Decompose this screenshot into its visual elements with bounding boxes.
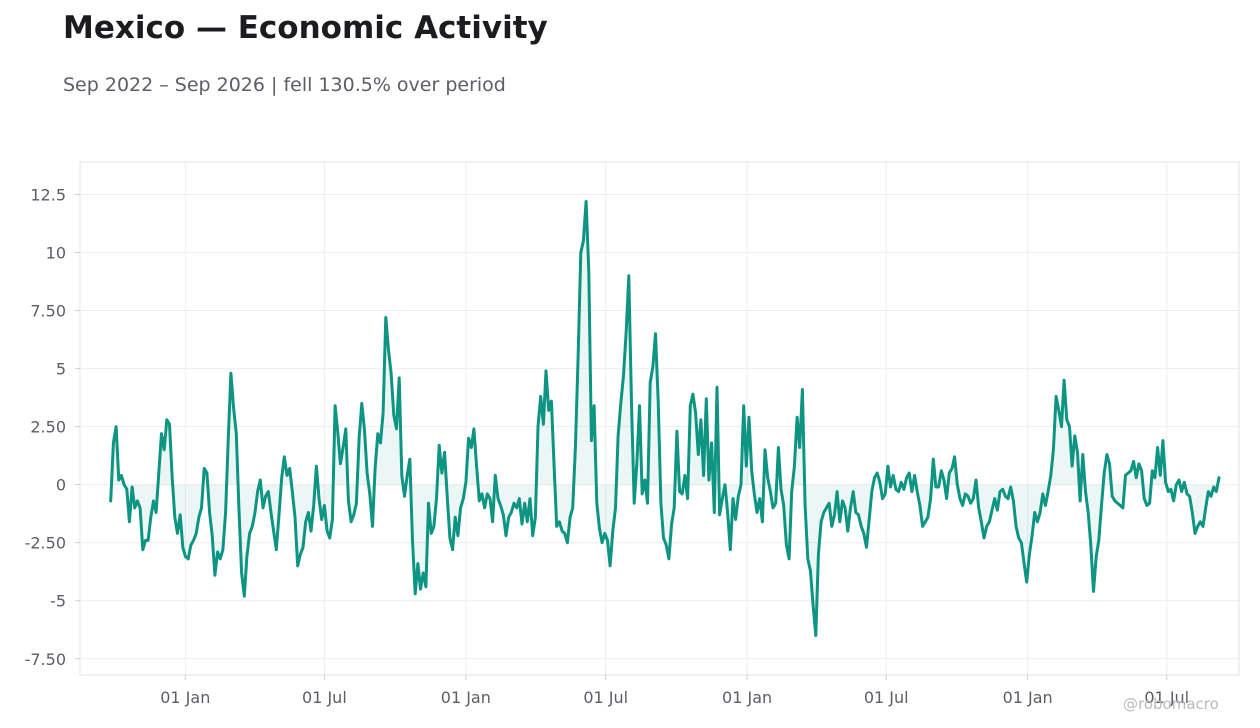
x-tick-label: 01 Jan: [441, 688, 491, 707]
x-tick-label: 01 Jan: [722, 688, 772, 707]
x-tick-label: 01 Jul: [583, 688, 628, 707]
y-tick-label: 7.50: [30, 302, 66, 321]
chart-subtitle: Sep 2022 – Sep 2026 | fell 130.5% over p…: [63, 74, 506, 96]
x-tick-label: 01 Jul: [864, 688, 909, 707]
y-axis-ticks: 12.5 10 7.50 5 2.50 0 -2.50 -5 -7.50: [25, 185, 80, 669]
watermark: @robomacro: [1123, 695, 1219, 713]
y-tick-label: 0: [56, 476, 66, 495]
y-tick-label: 10: [46, 244, 66, 263]
y-tick-label: 2.50: [30, 418, 66, 437]
x-tick-label: 01 Jul: [1144, 688, 1189, 707]
y-tick-label: -5: [50, 592, 66, 611]
series-line: [109, 200, 1221, 637]
plot-frame: [79, 161, 1240, 676]
x-axis-ticks: 01 Jan 01 Jul 01 Jan 01 Jul 01 Jan 01 Jul 01 J…: [160, 675, 1189, 707]
y-tick-label: -2.50: [25, 534, 66, 553]
y-tick-label: -7.50: [25, 650, 66, 669]
x-tick-label: 01 Jul: [302, 688, 347, 707]
y-tick-label: 5: [56, 360, 66, 379]
chart-title: Mexico — Economic Activity: [63, 10, 548, 46]
series-area-fill: [110, 201, 1220, 636]
y-tick-label: 12.5: [30, 185, 66, 204]
x-tick-label: 01 Jan: [160, 688, 210, 707]
x-tick-label: 01 Jan: [1003, 688, 1053, 707]
